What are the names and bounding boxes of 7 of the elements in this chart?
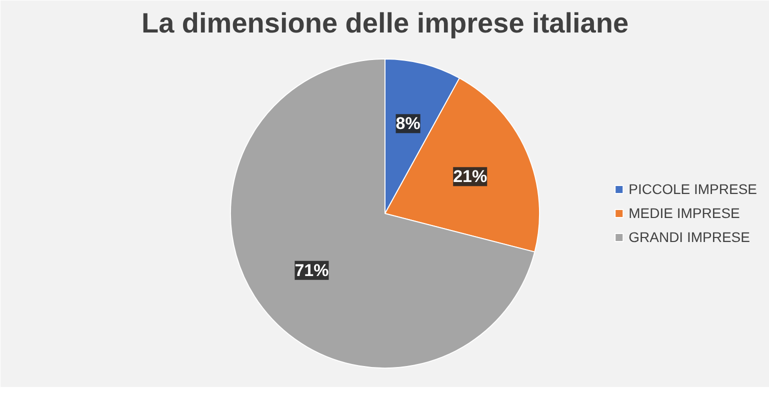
legend-label: MEDIE IMPRESE — [628, 205, 740, 221]
legend-label: PICCOLE IMPRESE — [628, 181, 757, 197]
data-label: 21% — [453, 167, 488, 186]
legend-label: GRANDI IMPRESE — [628, 229, 750, 245]
data-label: 8% — [396, 114, 420, 134]
data-label: 71% — [294, 260, 329, 280]
chart-title: La dimensione delle imprese italiane — [141, 8, 629, 38]
